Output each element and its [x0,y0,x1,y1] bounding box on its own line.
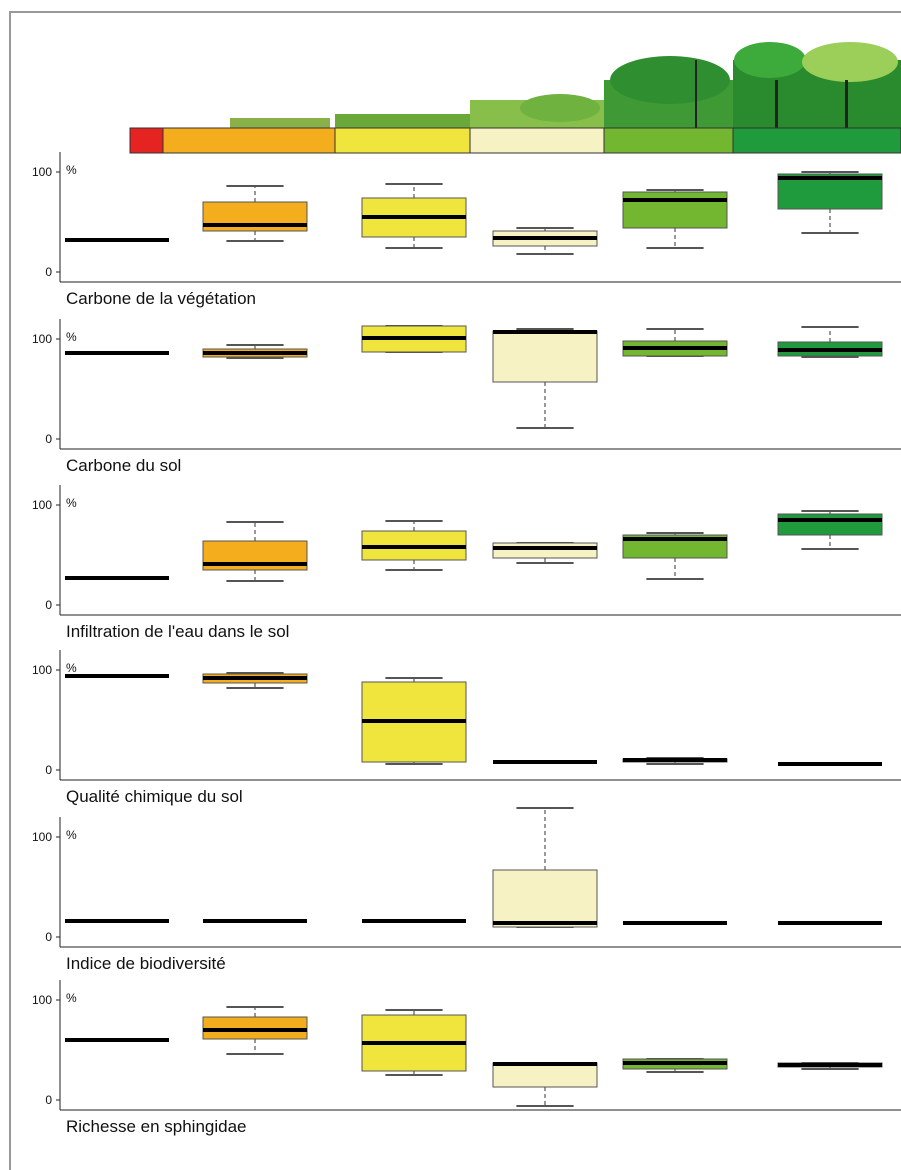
y-tick-label: 0 [45,1093,52,1107]
y-axis-label: % [66,828,77,842]
chart-title: Carbone de la végétation [66,289,256,308]
box [492,542,598,559]
chart-title: Richesse en sphingidae [66,1117,247,1136]
y-tick-label: 100 [32,498,52,512]
landscape [230,42,901,128]
y-tick-label: 0 [45,432,52,446]
box [622,191,728,229]
y-tick-label: 0 [45,763,52,777]
color-strip [129,127,901,154]
y-tick-label: 0 [45,598,52,612]
y-tick-label: 100 [32,332,52,346]
chart-title: Infiltration de l'eau dans le sol [66,622,289,641]
chart-title: Carbone du sol [66,456,181,475]
y-axis-label: % [66,496,77,510]
y-axis-label: % [66,163,77,177]
y-tick-label: 100 [32,830,52,844]
chart-title: Indice de biodiversité [66,954,226,973]
y-tick-label: 0 [45,265,52,279]
y-tick-label: 0 [45,930,52,944]
frame [9,11,901,1170]
y-tick-label: 100 [32,165,52,179]
y-axis-label: % [66,661,77,675]
y-tick-label: 100 [32,663,52,677]
y-axis-label: % [66,991,77,1005]
box [777,513,883,536]
chart-title: Qualité chimique du sol [66,787,243,806]
box [492,330,598,383]
y-tick-label: 100 [32,993,52,1007]
box [492,869,598,928]
y-axis-label: % [66,330,77,344]
box [492,1062,598,1088]
